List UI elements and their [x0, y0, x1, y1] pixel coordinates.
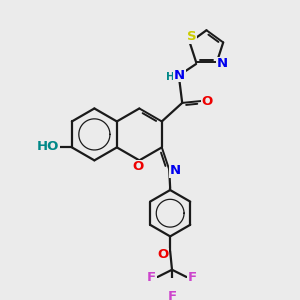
- Text: F: F: [188, 271, 197, 284]
- Text: N: N: [170, 164, 181, 177]
- Text: O: O: [133, 160, 144, 173]
- Text: N: N: [217, 58, 228, 70]
- Text: O: O: [157, 248, 168, 261]
- Text: F: F: [147, 271, 156, 284]
- Text: O: O: [202, 94, 213, 107]
- Text: F: F: [167, 290, 177, 300]
- Text: S: S: [187, 30, 196, 44]
- Text: N: N: [174, 69, 185, 82]
- Text: HO: HO: [37, 140, 59, 153]
- Text: H: H: [166, 72, 175, 82]
